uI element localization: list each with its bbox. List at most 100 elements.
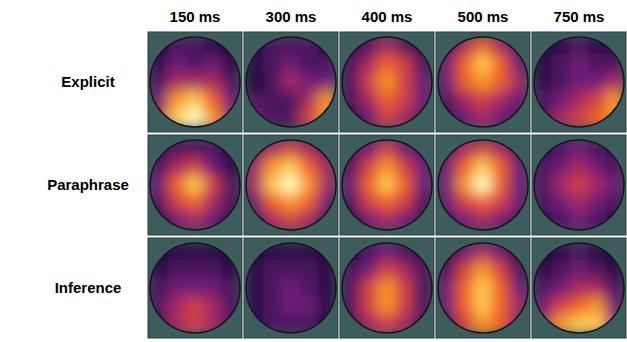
map-frame (532, 32, 626, 132)
cell (438, 297, 457, 316)
cell (282, 55, 301, 74)
cell (510, 297, 529, 316)
cell (282, 158, 301, 177)
cell (342, 140, 361, 159)
cell (534, 55, 553, 74)
cell (588, 261, 607, 280)
topomap (534, 37, 625, 128)
cell (438, 176, 457, 195)
cell (300, 176, 319, 195)
cell (186, 140, 205, 159)
cell (342, 176, 361, 195)
cell (606, 73, 625, 92)
cell (438, 261, 457, 280)
cell (456, 55, 475, 74)
cell (300, 37, 319, 56)
topomap (534, 140, 625, 231)
cell (474, 55, 493, 74)
cell (300, 140, 319, 159)
cell (438, 140, 457, 159)
cell (186, 37, 205, 56)
cell (414, 297, 433, 316)
cell (222, 212, 241, 231)
cell (456, 279, 475, 298)
cell (246, 73, 265, 92)
cell (438, 243, 457, 262)
cell (570, 140, 589, 159)
cell (246, 109, 265, 128)
cell (282, 176, 301, 195)
cell (606, 140, 625, 159)
cell (534, 212, 553, 231)
cell (150, 37, 169, 56)
column-label: 500 ms (458, 8, 509, 25)
cell (282, 212, 301, 231)
cell (378, 37, 397, 56)
cell (246, 91, 265, 110)
cell (318, 212, 337, 231)
cell (378, 194, 397, 213)
cell (360, 176, 379, 195)
cell (552, 109, 571, 128)
cell (342, 212, 361, 231)
cell (186, 279, 205, 298)
cell (168, 315, 187, 334)
map-frame (436, 135, 530, 235)
cell (150, 109, 169, 128)
cell (186, 176, 205, 195)
cell (396, 73, 415, 92)
cell (186, 243, 205, 262)
cell (318, 261, 337, 280)
cell (318, 279, 337, 298)
cell (510, 37, 529, 56)
cell (300, 297, 319, 316)
cell (150, 243, 169, 262)
cell (222, 243, 241, 262)
cell (570, 194, 589, 213)
cell (222, 91, 241, 110)
cell (246, 279, 265, 298)
cell (204, 55, 223, 74)
scalp-outline (438, 243, 528, 333)
cell (318, 37, 337, 56)
cell (606, 279, 625, 298)
cell (204, 243, 223, 262)
cell (438, 55, 457, 74)
cell (282, 194, 301, 213)
cell (204, 176, 223, 195)
topomap (150, 243, 241, 334)
cell (396, 194, 415, 213)
cell (474, 91, 493, 110)
cell (552, 315, 571, 334)
cell (168, 279, 187, 298)
cell (342, 315, 361, 334)
cell (474, 243, 493, 262)
map-frame (340, 238, 434, 338)
cell (396, 55, 415, 74)
cell (588, 212, 607, 231)
cell (342, 158, 361, 177)
cell (534, 140, 553, 159)
cell (168, 109, 187, 128)
cell (456, 91, 475, 110)
cell (534, 158, 553, 177)
topomap (438, 37, 529, 128)
cell (414, 315, 433, 334)
cell (606, 91, 625, 110)
cell (360, 315, 379, 334)
cell (456, 140, 475, 159)
cell (204, 109, 223, 128)
cell (474, 158, 493, 177)
cell (510, 212, 529, 231)
map-frame (148, 238, 242, 338)
cell (168, 212, 187, 231)
cell (534, 279, 553, 298)
cell (342, 109, 361, 128)
topomap-cells (150, 37, 241, 128)
cell (510, 55, 529, 74)
cell (246, 261, 265, 280)
cell (318, 55, 337, 74)
cell (282, 315, 301, 334)
cell (246, 37, 265, 56)
topomap (438, 140, 529, 231)
